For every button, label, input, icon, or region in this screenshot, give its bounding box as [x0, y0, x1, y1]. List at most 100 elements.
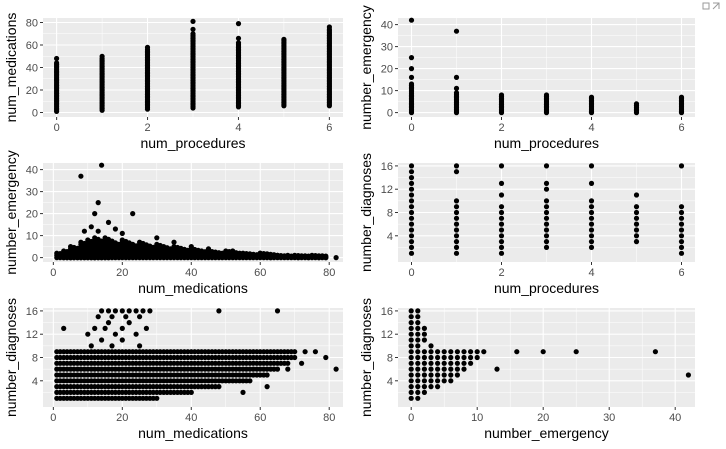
data-point: [415, 308, 421, 314]
data-point: [421, 366, 427, 372]
data-point: [588, 94, 595, 100]
data-point: [408, 81, 415, 87]
data-point: [435, 360, 441, 366]
y-tick-label: 30: [381, 42, 393, 54]
data-point: [190, 18, 196, 24]
data-point: [112, 308, 118, 314]
data-point: [105, 219, 112, 225]
data-point: [274, 366, 281, 372]
data-point: [498, 239, 505, 245]
y-tick-label: 12: [26, 329, 38, 341]
data-point: [633, 221, 640, 227]
data-point: [323, 255, 329, 261]
x-tick-label: 80: [323, 267, 335, 279]
data-point: [461, 349, 467, 355]
data-point: [415, 389, 421, 395]
data-point: [415, 372, 421, 378]
y-tick-label: 4: [387, 231, 393, 243]
data-point: [408, 308, 414, 314]
x-tick-label: 0: [408, 412, 414, 424]
data-point: [428, 372, 434, 378]
data-point: [408, 354, 414, 361]
data-point: [408, 325, 414, 331]
data-point: [421, 372, 427, 378]
data-point: [408, 250, 415, 256]
data-point: [408, 314, 414, 320]
y-tick-label: 8: [387, 208, 393, 220]
data-point: [474, 354, 480, 361]
data-points: [54, 308, 339, 401]
y-axis-title: number_diagnoses: [3, 298, 19, 417]
data-point: [415, 384, 421, 390]
data-point: [448, 360, 454, 366]
data-point: [415, 349, 421, 355]
data-point: [88, 224, 94, 230]
data-point: [190, 31, 196, 37]
data-point: [453, 85, 460, 91]
data-point: [415, 325, 421, 331]
x-tick-label: 4: [235, 122, 241, 134]
data-point: [543, 233, 550, 239]
data-point: [295, 255, 301, 261]
y-tick-label: 16: [381, 161, 393, 173]
data-point: [415, 366, 421, 372]
data-point: [333, 366, 339, 372]
data-point: [633, 209, 640, 216]
data-point: [408, 384, 414, 390]
data-point: [588, 221, 595, 227]
data-point: [190, 26, 196, 32]
data-point: [408, 227, 415, 233]
data-point: [543, 227, 550, 233]
data-point: [240, 252, 246, 258]
data-point: [543, 209, 550, 216]
data-point: [678, 215, 685, 221]
data-point: [633, 227, 640, 233]
data-point: [588, 227, 595, 233]
data-point: [119, 337, 125, 343]
x-axis-title: num_medications: [138, 425, 248, 441]
y-tick-label: 0: [387, 108, 393, 120]
data-point: [408, 233, 415, 239]
y-axis-title: number_diagnoses: [358, 298, 374, 417]
data-point: [453, 169, 460, 175]
data-point: [408, 198, 415, 204]
x-axis-title: num_procedures: [140, 135, 245, 151]
data-point: [133, 308, 139, 314]
x-tick-label: 0: [408, 267, 414, 279]
data-point: [498, 244, 505, 250]
data-point: [326, 24, 332, 30]
data-point: [498, 192, 505, 198]
data-point: [494, 366, 500, 372]
data-point: [468, 349, 474, 355]
data-point: [95, 228, 101, 234]
data-point: [408, 395, 414, 401]
data-point: [281, 36, 287, 43]
data-point: [235, 21, 242, 27]
data-point: [292, 349, 298, 355]
y-tick-label: 0: [32, 108, 38, 120]
data-point: [421, 354, 427, 361]
data-point: [99, 337, 105, 343]
data-point: [435, 372, 441, 378]
data-point: [408, 378, 414, 384]
data-point: [435, 378, 441, 384]
resize-icon[interactable]: [702, 2, 720, 14]
data-point: [454, 354, 460, 361]
x-tick-label: 10: [471, 412, 483, 424]
data-point: [441, 372, 447, 378]
data-point: [408, 74, 415, 80]
x-tick-label: 40: [185, 267, 197, 279]
data-point: [408, 239, 415, 245]
x-tick-label: 4: [588, 122, 594, 134]
data-point: [498, 209, 505, 216]
data-point: [453, 90, 460, 96]
data-point: [305, 255, 312, 261]
data-point: [415, 314, 421, 320]
data-point: [268, 255, 274, 261]
data-point: [316, 255, 322, 261]
data-point: [408, 180, 415, 186]
data-point: [421, 384, 427, 390]
data-point: [498, 233, 505, 239]
data-point: [230, 248, 236, 254]
data-point: [421, 331, 427, 337]
